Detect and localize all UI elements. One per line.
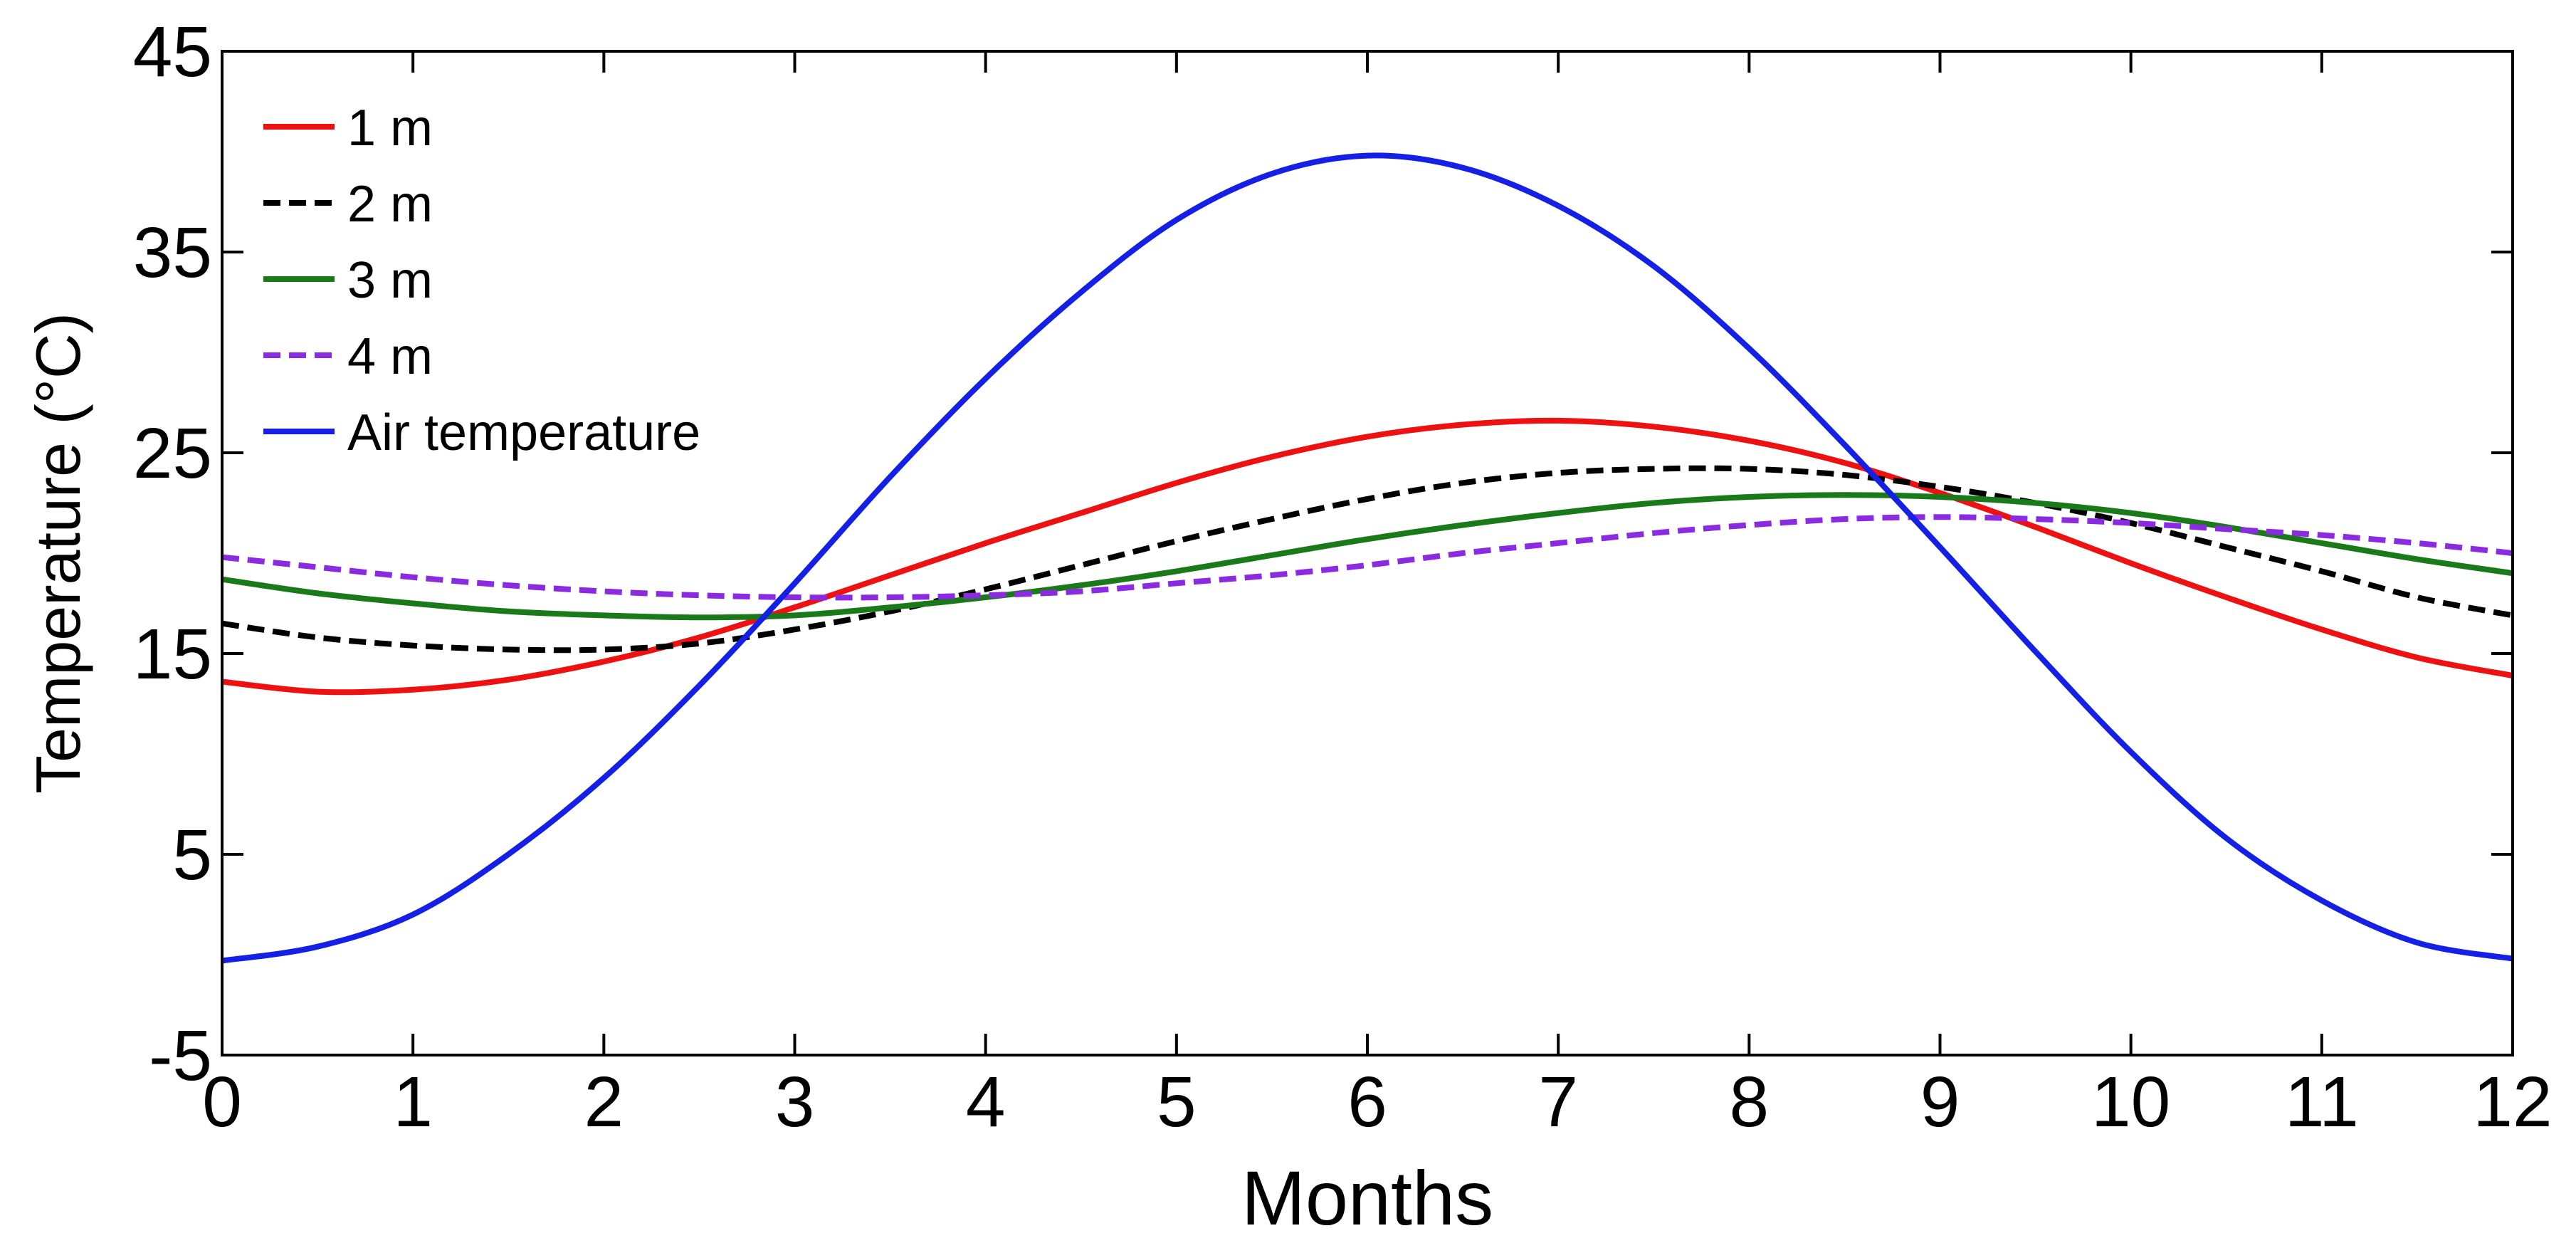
x-axis-label: Months [1241,1155,1493,1241]
x-tick-label: 7 [1538,1062,1578,1142]
y-axis-label: Temperature (°C) [23,313,93,794]
x-tick-label: 9 [1920,1062,1960,1142]
legend: 1 m 2 m 3 m 4 m Air temperature [263,100,700,461]
x-tick-label: 12 [2473,1062,2552,1142]
y-tick-label: 35 [133,213,212,293]
legend-label: Air temperature [347,404,700,461]
x-tick-label: 4 [966,1062,1006,1142]
y-tick-label: 45 [133,12,212,92]
x-tick-label: 0 [202,1062,242,1142]
y-tick-label: 5 [172,815,212,895]
series-line-2-m [221,465,2513,654]
x-tick-label: 8 [1730,1062,1770,1142]
legend-label: 2 m [347,176,433,233]
x-tick-label: 1 [393,1062,433,1142]
x-tick-label: 10 [2091,1062,2170,1142]
x-tick-label: 2 [584,1062,624,1142]
series-layer [221,152,2513,964]
series-line-3-m [221,492,2513,621]
plot-background [222,51,2513,1055]
y-tick-label: -5 [149,1016,212,1096]
legend-label: 4 m [347,328,433,385]
legend-label: 3 m [347,252,433,309]
legend-label: 1 m [347,100,433,157]
x-tick-label: 6 [1347,1062,1387,1142]
x-tick-label: 11 [2285,1062,2359,1142]
y-tick-label: 15 [133,614,212,694]
y-tick-label: 25 [133,414,212,493]
series-line-air-temperature [221,152,2513,964]
x-tick-label: 5 [1157,1062,1197,1142]
x-tick-label: 3 [775,1062,815,1142]
series-line-1-m [221,417,2513,696]
